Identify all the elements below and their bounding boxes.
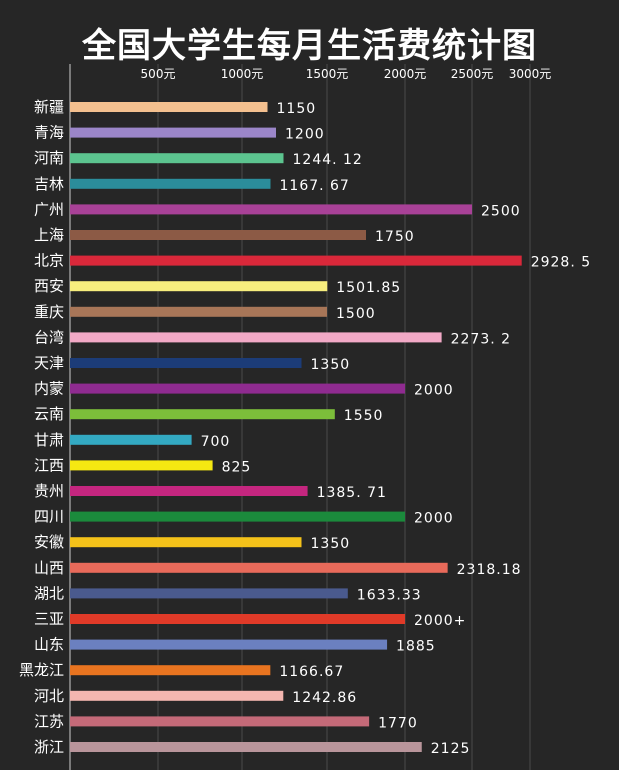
bar (70, 716, 370, 727)
bar (70, 588, 348, 599)
category-label: 河南 (34, 149, 64, 167)
value-label: 1770 (378, 715, 418, 731)
bar (70, 537, 302, 548)
category-label: 西安 (34, 277, 64, 295)
bar (70, 281, 328, 292)
category-label: 上海 (34, 226, 64, 244)
value-label: 2273. 2 (451, 331, 511, 347)
bar (70, 665, 271, 676)
value-label: 1242.86 (292, 690, 357, 706)
bar (70, 690, 284, 701)
value-label: 1150 (277, 101, 317, 117)
bar (70, 434, 192, 445)
value-label: 2928. 5 (531, 255, 591, 271)
bar (70, 409, 335, 420)
x-tick-label: 2500元 (451, 67, 494, 81)
value-label: 1885 (396, 639, 436, 655)
bar (70, 358, 302, 368)
category-label: 内蒙 (34, 380, 64, 398)
value-label: 1500 (336, 306, 376, 322)
category-label: 三亚 (34, 610, 64, 628)
bar (70, 306, 327, 317)
value-label: 1350 (311, 536, 351, 552)
bar (70, 614, 405, 624)
value-label: 2318.18 (457, 562, 522, 578)
category-label: 山西 (34, 559, 64, 577)
bar (70, 383, 405, 394)
category-label: 甘肃 (34, 431, 64, 449)
category-label: 河北 (34, 687, 64, 705)
category-label: 广州 (34, 200, 64, 218)
category-label: 江西 (34, 456, 64, 474)
x-tick-label: 2000元 (384, 67, 427, 81)
category-label: 湖北 (34, 584, 64, 602)
bar (70, 230, 366, 240)
category-label: 山东 (34, 636, 64, 654)
category-label: 安徽 (34, 533, 64, 551)
value-label: 825 (222, 459, 252, 475)
category-label: 重庆 (34, 303, 64, 321)
value-label: 1167. 67 (280, 178, 350, 194)
value-label: 1385. 71 (317, 485, 387, 501)
bar (70, 178, 271, 189)
bar (70, 255, 522, 266)
chart-title: 全国大学生每月生活费统计图 (82, 26, 537, 66)
bar (70, 742, 422, 752)
category-label: 天津 (34, 354, 64, 372)
value-label: 700 (201, 434, 231, 450)
value-label: 1166.67 (279, 664, 344, 680)
category-label: 四川 (34, 508, 64, 526)
value-label: 2500 (481, 203, 521, 219)
bar (70, 486, 308, 496)
bar (70, 562, 448, 573)
value-label: 2125 (431, 741, 471, 757)
value-label: 1244. 12 (293, 152, 363, 168)
category-label: 青海 (34, 124, 64, 142)
category-label: 北京 (34, 252, 64, 270)
value-label: 1501.85 (336, 280, 401, 296)
value-label: 2000+ (414, 613, 466, 629)
value-label: 1750 (375, 229, 415, 245)
bar (70, 204, 472, 215)
x-tick-label: 3000元 (509, 67, 552, 81)
bar (70, 332, 442, 343)
x-tick-label: 1500元 (306, 67, 349, 81)
value-label: 1550 (344, 408, 384, 424)
value-label: 1350 (311, 357, 351, 373)
category-label: 云南 (34, 405, 64, 423)
bar (70, 153, 284, 164)
x-tick-label: 500元 (141, 67, 176, 81)
bar (70, 639, 388, 650)
bar (70, 511, 405, 522)
bar (70, 102, 268, 112)
category-label: 吉林 (34, 175, 64, 193)
value-label: 1633.33 (357, 587, 422, 603)
bar (70, 460, 213, 471)
value-label: 1200 (285, 127, 325, 143)
category-label: 台湾 (34, 328, 64, 346)
category-label: 浙江 (34, 738, 64, 756)
x-tick-label: 1000元 (221, 67, 264, 81)
value-label: 2000 (414, 511, 454, 527)
value-label: 2000 (414, 383, 454, 399)
category-label: 黑龙江 (19, 661, 64, 679)
category-label: 新疆 (34, 98, 64, 116)
category-label: 江苏 (34, 712, 64, 730)
category-label: 贵州 (34, 482, 64, 500)
bar (70, 127, 276, 138)
